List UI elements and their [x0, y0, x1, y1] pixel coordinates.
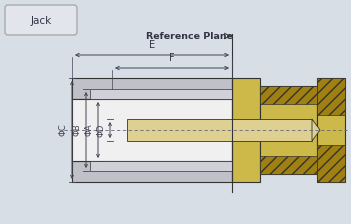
- Bar: [260, 86, 317, 174]
- Text: F: F: [169, 53, 175, 63]
- Bar: [127, 119, 312, 141]
- Text: ΦC: ΦC: [59, 124, 68, 136]
- Bar: [72, 161, 232, 182]
- Text: ΦB: ΦB: [73, 124, 82, 136]
- Text: E: E: [149, 40, 155, 50]
- Bar: [232, 78, 260, 182]
- Bar: [90, 161, 232, 171]
- Text: Reference Plane: Reference Plane: [146, 32, 233, 41]
- Bar: [317, 145, 345, 182]
- Bar: [72, 99, 232, 161]
- Bar: [90, 89, 232, 99]
- FancyBboxPatch shape: [5, 5, 77, 35]
- Bar: [72, 78, 232, 99]
- Text: Jack: Jack: [31, 16, 52, 26]
- Bar: [260, 156, 317, 174]
- Text: ΦA: ΦA: [85, 124, 94, 136]
- Bar: [260, 86, 317, 104]
- Bar: [317, 78, 345, 182]
- Polygon shape: [312, 119, 320, 141]
- Bar: [317, 78, 345, 115]
- Text: ΦD: ΦD: [97, 123, 106, 137]
